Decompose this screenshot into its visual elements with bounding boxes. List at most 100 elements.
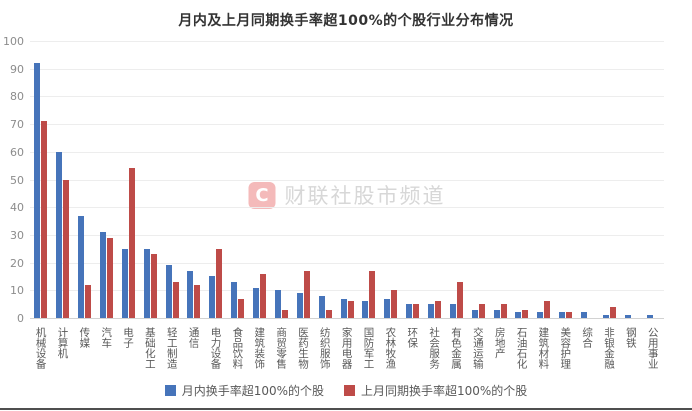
bar-current-month: [187, 270, 194, 318]
legend-label-previous-month: 上月同期换手率超100%的个股: [361, 383, 528, 398]
bar-current-month: [515, 312, 522, 318]
y-tick-label: 20: [10, 256, 24, 270]
category-label: 建筑装饰: [253, 327, 266, 369]
category-label: 国防军工: [362, 327, 375, 369]
category-label: 有色金属: [449, 327, 462, 369]
category-label: 纺织服饰: [318, 327, 331, 369]
category-label: 公用事业: [646, 327, 659, 369]
bar-current-month: [537, 312, 544, 318]
legend-swatch-previous-month: [344, 384, 355, 396]
bar-previous-month: [413, 304, 420, 318]
watermark: C 财联社股市频道: [248, 180, 446, 210]
category-label: 食品饮料: [231, 327, 244, 369]
bar-previous-month: [85, 284, 92, 318]
y-tick-label: 30: [10, 228, 24, 242]
gridline: [30, 179, 664, 181]
bar-previous-month: [63, 179, 70, 318]
category-label: 社会服务: [428, 327, 441, 369]
bar-current-month: [559, 312, 566, 318]
gridline: [30, 262, 664, 264]
category-label: 电力设备: [209, 327, 222, 369]
category-label: 综合: [581, 327, 594, 348]
bar-current-month: [493, 309, 500, 318]
bar-current-month: [231, 282, 238, 318]
bar-previous-month: [347, 301, 354, 318]
y-tick-label: 80: [10, 90, 24, 104]
bar-previous-month: [172, 282, 179, 318]
category-label: 传媒: [78, 327, 91, 348]
gridline: [30, 68, 664, 70]
bar-previous-month: [522, 309, 529, 318]
bar-current-month: [384, 298, 391, 318]
bar-current-month: [406, 304, 413, 318]
cailianshe-logo-icon: C: [248, 181, 276, 209]
bar-previous-month: [107, 237, 114, 318]
y-tick-label: 100: [3, 35, 24, 48]
bar-current-month: [449, 304, 456, 318]
bar-previous-month: [260, 273, 267, 318]
gridline: [30, 124, 664, 126]
category-label: 农林牧渔: [384, 327, 397, 369]
category-label: 轻工制造: [165, 327, 178, 369]
bar-current-month: [580, 312, 587, 318]
category-label: 钢铁: [624, 327, 637, 348]
gridline: [30, 207, 664, 209]
bar-previous-month: [369, 270, 376, 318]
bar-current-month: [121, 248, 128, 318]
bar-current-month: [34, 63, 41, 318]
bar-current-month: [274, 290, 281, 318]
y-tick-label: 90: [10, 62, 24, 76]
y-tick-label: 0: [17, 312, 24, 325]
category-label: 非银金融: [603, 327, 616, 369]
bar-previous-month: [456, 282, 463, 318]
bar-previous-month: [128, 168, 135, 318]
category-label: 建筑材料: [537, 327, 550, 369]
bar-previous-month: [238, 298, 245, 318]
y-tick-label: 60: [10, 145, 24, 159]
bar-current-month: [296, 293, 303, 318]
plot-area: C 财联社股市频道: [30, 41, 664, 319]
watermark-text: 财联社股市频道: [284, 184, 446, 208]
bar-current-month: [646, 315, 653, 318]
bar-previous-month: [434, 301, 441, 318]
category-label: 汽车: [100, 327, 113, 348]
category-label: 环保: [406, 327, 419, 348]
bar-previous-month: [303, 270, 310, 318]
category-label: 房地产: [493, 327, 506, 359]
category-label: 通信: [187, 327, 200, 348]
bar-current-month: [143, 248, 150, 318]
gridline: [30, 41, 664, 42]
category-label: 基础化工: [143, 327, 156, 369]
bar-current-month: [78, 215, 85, 318]
bar-current-month: [471, 309, 478, 318]
bar-previous-month: [194, 284, 201, 318]
bar-current-month: [318, 295, 325, 318]
bottom-divider: [0, 408, 692, 410]
bar-previous-month: [566, 312, 573, 318]
legend-label-current-month: 月内换手率超100%的个股: [181, 383, 324, 398]
category-label: 石油石化: [515, 327, 528, 369]
bar-previous-month: [544, 301, 551, 318]
gridline: [30, 234, 664, 236]
bar-current-month: [624, 315, 631, 318]
bar-previous-month: [325, 309, 332, 318]
bar-current-month: [100, 232, 107, 318]
category-label: 电子: [122, 327, 135, 348]
legend: 月内换手率超100%的个股 上月同期换手率超100%的个股: [0, 381, 692, 399]
bar-previous-month: [500, 304, 507, 318]
legend-swatch-current-month: [164, 384, 176, 396]
category-label: 计算机: [56, 327, 69, 359]
category-label: 医药生物: [296, 327, 309, 369]
bar-current-month: [209, 276, 216, 318]
bar-current-month: [340, 298, 347, 318]
category-label: 商贸零售: [275, 327, 288, 369]
bar-previous-month: [478, 304, 485, 318]
bar-current-month: [427, 304, 434, 318]
y-tick-label: 10: [10, 284, 24, 298]
gridline: [30, 96, 664, 98]
bar-previous-month: [609, 306, 616, 318]
bar-current-month: [602, 315, 609, 318]
y-tick-label: 50: [10, 173, 24, 187]
bar-previous-month: [150, 254, 157, 318]
category-label: 美容护理: [559, 327, 572, 369]
